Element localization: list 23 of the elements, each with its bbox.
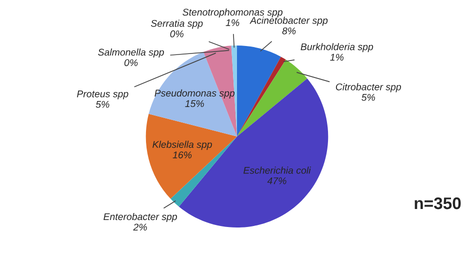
text: 0% — [170, 30, 184, 38]
data-label: 16% — [172, 151, 192, 158]
data-label: 2% — [133, 224, 147, 231]
slice-label: Klebsiella spp — [152, 140, 212, 150]
slice-label: Burkholderia spp — [300, 43, 374, 52]
data-label: 15% — [185, 100, 204, 108]
text: 0% — [124, 59, 138, 66]
data-label: 1% — [330, 54, 344, 61]
text: n=350 — [414, 197, 461, 210]
category-label: Serratia spp — [150, 20, 203, 29]
slice-label: Proteus spp — [76, 90, 128, 100]
data-label: 47% — [267, 177, 286, 184]
data-label: 5% — [96, 100, 110, 108]
slice-label: Enterobacter spp — [104, 212, 177, 222]
slice-label: Escherichia coli — [243, 166, 311, 174]
data-label: 8% — [282, 27, 296, 34]
data-label: 5% — [362, 94, 375, 101]
category-label: Salmonella spp — [98, 48, 164, 58]
slice-label: Citrobacter spp — [336, 83, 402, 92]
data-label: 1% — [226, 19, 240, 26]
slice-label: Acinetobacter spp — [250, 16, 328, 26]
slice-label: Stenotrophomonas spp — [182, 8, 283, 18]
slice-label: Pseudomonas spp — [154, 89, 235, 98]
